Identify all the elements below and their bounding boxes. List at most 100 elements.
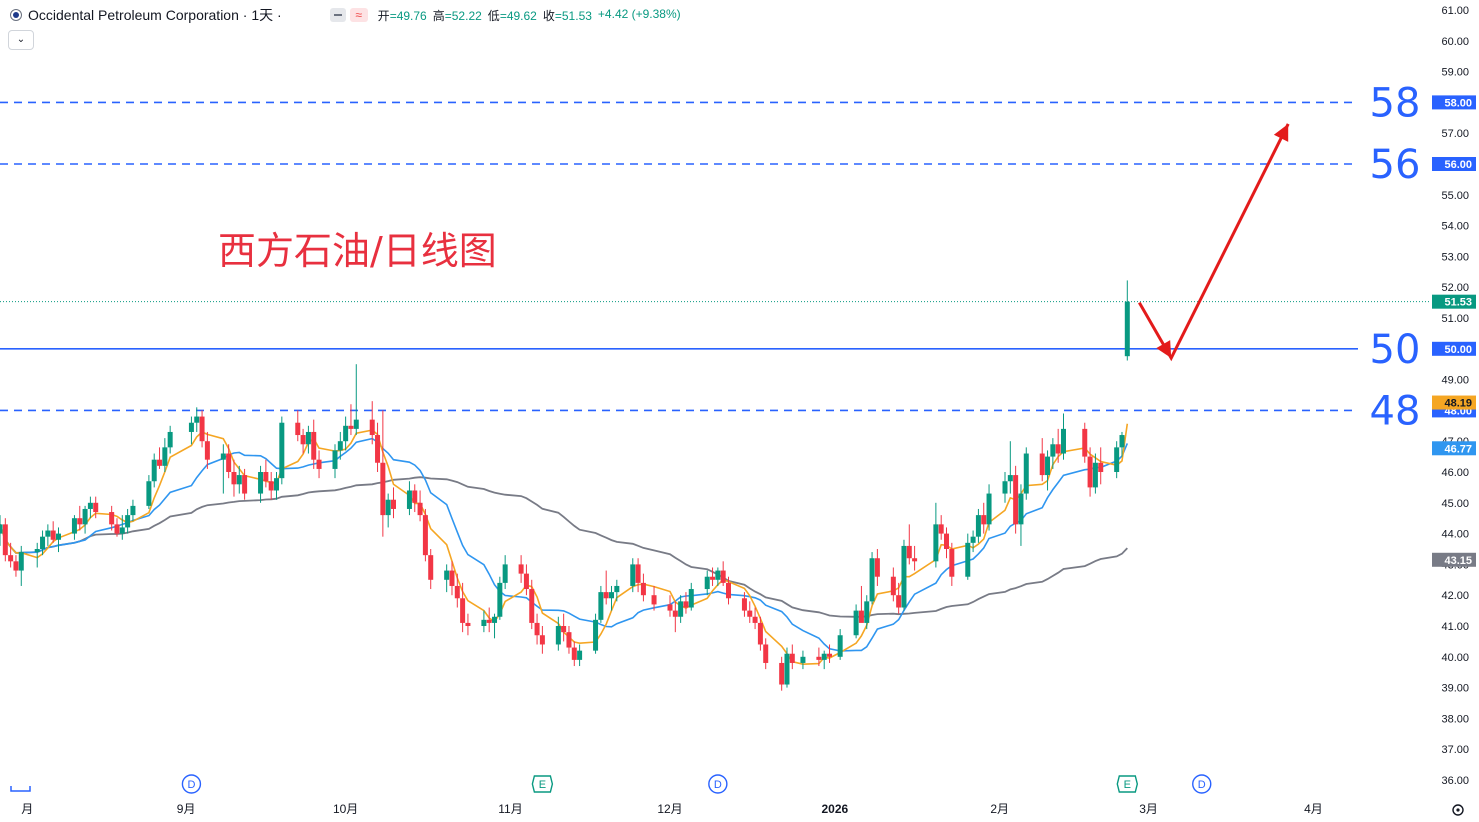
earnings-marker — [531, 775, 554, 793]
candle-body — [981, 515, 987, 525]
candle-body — [417, 502, 423, 516]
candle-body — [555, 626, 561, 645]
candle-body — [454, 585, 460, 599]
candle-body — [258, 472, 264, 494]
candle-body — [704, 576, 710, 590]
candle-body — [901, 545, 907, 608]
candle-body — [906, 545, 912, 559]
symbol-logo-icon — [10, 9, 22, 21]
candle-body — [1023, 453, 1029, 494]
x-tick-label: 2月 — [990, 802, 1009, 816]
candle-body — [268, 481, 274, 491]
high-value: =52.22 — [444, 8, 482, 23]
candle-body — [598, 592, 604, 620]
candle-body — [18, 552, 24, 571]
candle-body — [311, 431, 317, 460]
candlesticks — [0, 280, 1130, 691]
low-label: 低 — [487, 8, 500, 23]
level-tag-label: 50.00 — [1444, 344, 1472, 356]
ma-tag — [1432, 395, 1476, 410]
dividend-marker-label: D — [714, 779, 722, 791]
candle-body — [949, 549, 955, 577]
candle-body — [236, 475, 242, 485]
candle-body — [609, 592, 615, 599]
x-tick-label: 12月 — [657, 802, 682, 816]
high-label: 高 — [432, 8, 445, 23]
candle-body — [683, 601, 689, 608]
candle-body — [896, 595, 902, 608]
candle-body — [539, 635, 545, 645]
open-value: =49.76 — [389, 8, 427, 23]
candle-body — [2, 524, 8, 556]
y-tick-label: 41.00 — [1441, 621, 1469, 633]
candle-body — [837, 635, 843, 657]
candle-body — [603, 592, 609, 599]
candle-body — [816, 656, 822, 660]
candle-body — [529, 589, 535, 623]
symbol-header: Occidental Petroleum Corporation · 1天 · … — [0, 0, 1430, 30]
level-tag — [1432, 95, 1476, 110]
candle-body — [858, 610, 864, 623]
candle-body — [1013, 475, 1019, 525]
candle-body — [651, 595, 657, 605]
candle-body — [481, 619, 487, 626]
candle-body — [412, 490, 418, 503]
x-tick-label: 11月 — [498, 802, 522, 816]
collapse-chevron-icon[interactable]: ⌄ — [8, 30, 34, 50]
candle-body — [188, 422, 194, 432]
candle-body — [316, 459, 322, 469]
candle-body — [789, 653, 795, 663]
ma-line — [0, 476, 1128, 618]
candle-body — [71, 518, 77, 534]
level-label: 50 — [1370, 327, 1421, 373]
candle-body — [566, 632, 572, 648]
x-tick-label: 2026 — [821, 802, 848, 816]
last-price-tag — [1432, 294, 1476, 309]
candle-body — [1007, 475, 1013, 482]
earnings-marker-label: E — [539, 779, 546, 791]
hide-icon[interactable] — [329, 8, 346, 22]
candle-body — [1114, 447, 1120, 472]
change-value: +4.42 (+9.38%) — [597, 6, 681, 21]
close-value: =51.53 — [554, 8, 592, 23]
candle-body — [114, 524, 120, 534]
candle-body — [353, 419, 359, 429]
candle-body — [194, 416, 200, 423]
symbol-title[interactable]: Occidental Petroleum Corporation · 1天 · — [28, 7, 282, 23]
x-tick-label: 10月 — [333, 802, 358, 816]
candle-body — [8, 555, 14, 562]
settings-icon[interactable] — [1452, 804, 1464, 816]
candle-body — [428, 555, 434, 580]
price-axis: 61.00 60.00 59.00 58.00 57.00 56.00 55.00 54.00… — [1432, 5, 1476, 787]
candle-body — [518, 564, 524, 574]
x-tick-label: 9月 — [177, 802, 196, 816]
candle-body — [747, 610, 753, 617]
ohlc-values: 开=49.76 高=52.22 低=49.62 收=51.53 +4.42 (+… — [378, 7, 681, 24]
x-tick-label: 4月 — [1304, 802, 1323, 816]
indicator-wave-icon[interactable]: ≈ — [349, 8, 368, 22]
candle-body — [630, 564, 636, 586]
level-label: 48 — [1370, 388, 1421, 434]
candle-body — [1018, 493, 1024, 525]
candle-body — [460, 598, 466, 623]
candle-body — [343, 425, 349, 442]
x-tick-label: 3月 — [1139, 802, 1158, 816]
candle-body — [571, 647, 577, 660]
chart-title: 西方石油/日线图 — [218, 229, 497, 273]
candle-body — [944, 533, 950, 549]
candle-body — [50, 530, 56, 540]
forecast-arrow — [1138, 123, 1290, 362]
candle-body — [348, 425, 354, 429]
candle-body — [385, 499, 391, 516]
candle-body — [725, 582, 731, 599]
candle-body — [13, 561, 19, 571]
level-tag-label: 56.00 — [1444, 159, 1472, 171]
candle-body — [523, 573, 529, 590]
candle-body — [87, 502, 93, 509]
arrow-head-up — [1273, 123, 1289, 142]
level-tag — [1432, 157, 1476, 171]
open-label: 开 — [377, 8, 390, 23]
candle-body — [369, 419, 375, 436]
candle-body — [242, 475, 248, 494]
